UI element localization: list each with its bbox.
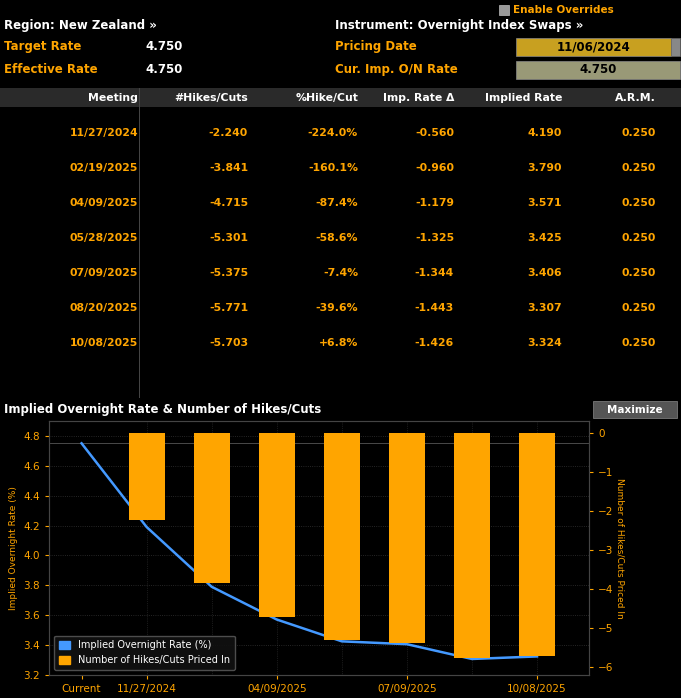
Bar [139, 88, 140, 398]
Text: 3.571: 3.571 [528, 198, 562, 208]
Text: -0.960: -0.960 [415, 163, 454, 173]
Text: 11/27/2024: 11/27/2024 [69, 128, 138, 138]
Text: 4.190: 4.190 [528, 128, 562, 138]
Bar [519, 433, 555, 655]
Text: -160.1%: -160.1% [308, 163, 358, 173]
Text: -87.4%: -87.4% [315, 198, 358, 208]
Bar [389, 433, 425, 643]
Text: 0.250: 0.250 [622, 233, 656, 243]
Bar [671, 38, 680, 56]
Bar [593, 401, 677, 418]
Text: -1.344: -1.344 [415, 268, 454, 278]
Text: Pricing Date: Pricing Date [335, 40, 417, 54]
Text: -39.6%: -39.6% [315, 303, 358, 313]
Text: 07/09/2025: 07/09/2025 [69, 268, 138, 278]
Text: 08/20/2025: 08/20/2025 [69, 303, 138, 313]
Text: -0.560: -0.560 [415, 128, 454, 138]
Text: 02/19/2025: 02/19/2025 [69, 163, 138, 173]
Text: -3.841: -3.841 [209, 163, 248, 173]
Text: Effective Rate: Effective Rate [4, 64, 97, 77]
Text: -5.301: -5.301 [209, 233, 248, 243]
Text: Maximize: Maximize [607, 405, 663, 415]
Text: Imp. Rate Δ: Imp. Rate Δ [383, 93, 454, 103]
Text: -224.0%: -224.0% [308, 128, 358, 138]
Text: 05/28/2025: 05/28/2025 [69, 233, 138, 243]
Text: A.R.M.: A.R.M. [615, 93, 656, 103]
Text: 4.750: 4.750 [145, 40, 183, 54]
Bar [129, 433, 165, 520]
Text: 0.250: 0.250 [622, 128, 656, 138]
Text: 11/06/2024: 11/06/2024 [557, 40, 631, 54]
Text: -1.426: -1.426 [415, 338, 454, 348]
Text: Region: New Zealand »: Region: New Zealand » [4, 20, 157, 33]
Bar [516, 61, 680, 79]
Text: 4.750: 4.750 [145, 64, 183, 77]
Text: 3.324: 3.324 [527, 338, 562, 348]
Text: -1.325: -1.325 [415, 233, 454, 243]
Text: 3.406: 3.406 [527, 268, 562, 278]
Bar [259, 433, 295, 617]
Text: %Hike/Cut: %Hike/Cut [295, 93, 358, 103]
Text: -58.6%: -58.6% [315, 233, 358, 243]
Text: -5.375: -5.375 [209, 268, 248, 278]
Legend: Implied Overnight Rate (%), Number of Hikes/Cuts Priced In: Implied Overnight Rate (%), Number of Hi… [54, 635, 235, 670]
Text: 3.307: 3.307 [527, 303, 562, 313]
Bar [516, 38, 671, 56]
Text: -5.703: -5.703 [209, 338, 248, 348]
Bar [499, 5, 509, 15]
Text: -2.240: -2.240 [209, 128, 248, 138]
Text: 04/09/2025: 04/09/2025 [69, 198, 138, 208]
Text: -1.179: -1.179 [415, 198, 454, 208]
Text: Meeting: Meeting [88, 93, 138, 103]
Text: 0.250: 0.250 [622, 198, 656, 208]
Text: 0.250: 0.250 [622, 163, 656, 173]
Text: Implied Overnight Rate & Number of Hikes/Cuts: Implied Overnight Rate & Number of Hikes… [4, 403, 321, 417]
Text: 0.250: 0.250 [622, 268, 656, 278]
Text: 3.425: 3.425 [527, 233, 562, 243]
Bar [324, 433, 360, 640]
Text: 0.250: 0.250 [622, 338, 656, 348]
Text: -7.4%: -7.4% [323, 268, 358, 278]
Y-axis label: Implied Overnight Rate (%): Implied Overnight Rate (%) [9, 486, 18, 610]
Text: -1.443: -1.443 [415, 303, 454, 313]
Text: 4.750: 4.750 [580, 64, 617, 77]
Text: Target Rate: Target Rate [4, 40, 81, 54]
Text: Instrument: Overnight Index Swaps »: Instrument: Overnight Index Swaps » [335, 20, 584, 33]
Text: 0.250: 0.250 [622, 303, 656, 313]
Bar [0, 88, 681, 107]
Text: #Hikes/Cuts: #Hikes/Cuts [174, 93, 248, 103]
Text: 3.790: 3.790 [528, 163, 562, 173]
Text: Enable Overrides: Enable Overrides [513, 5, 614, 15]
Bar [194, 433, 229, 583]
Text: 10/08/2025: 10/08/2025 [69, 338, 138, 348]
Text: Cur. Imp. O/N Rate: Cur. Imp. O/N Rate [335, 64, 458, 77]
Y-axis label: Number of Hikes/Cuts Priced In: Number of Hikes/Cuts Priced In [616, 477, 624, 618]
Text: -5.771: -5.771 [209, 303, 248, 313]
Text: Implied Rate: Implied Rate [485, 93, 562, 103]
Text: -4.715: -4.715 [209, 198, 248, 208]
Bar [454, 433, 490, 658]
Text: +6.8%: +6.8% [319, 338, 358, 348]
